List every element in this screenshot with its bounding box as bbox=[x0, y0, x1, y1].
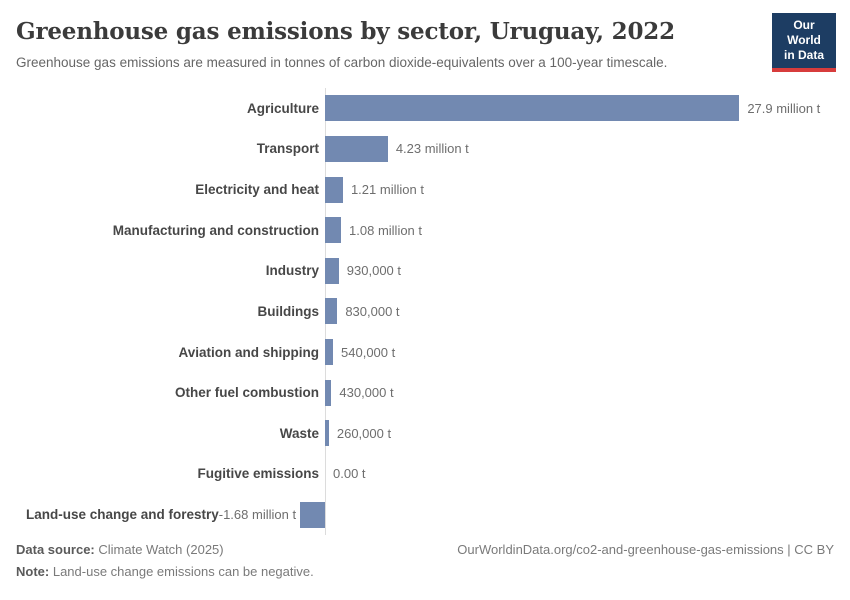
bar-row: Waste 260,000 t bbox=[0, 413, 850, 454]
logo-line-2: in Data bbox=[783, 48, 824, 62]
attribution-link[interactable]: OurWorldinData.org/co2-and-greenhouse-ga… bbox=[457, 542, 834, 557]
bar bbox=[325, 420, 329, 447]
page-title: Greenhouse gas emissions by sector, Urug… bbox=[16, 18, 675, 45]
category-label: Other fuel combustion bbox=[174, 385, 319, 401]
value-label: 4.23 million t bbox=[395, 141, 469, 157]
chart-header: Greenhouse gas emissions by sector, Urug… bbox=[0, 0, 850, 70]
chart-note: Note: Land-use change emissions can be n… bbox=[16, 564, 834, 579]
category-label: Land-use change and forestry bbox=[25, 507, 219, 523]
bar-row: Agriculture 27.9 million t bbox=[0, 88, 850, 129]
value-label: 1.08 million t bbox=[349, 222, 423, 238]
data-source-value: Climate Watch (2025) bbox=[98, 542, 224, 557]
bar bbox=[325, 176, 343, 203]
value-label: 540,000 t bbox=[341, 344, 396, 360]
value-label: 430,000 t bbox=[339, 385, 394, 401]
owid-logo[interactable]: Our World in Data bbox=[772, 13, 836, 72]
category-label: Electricity and heat bbox=[195, 182, 319, 198]
bar-row: Manufacturing and construction 1.08 milli… bbox=[0, 210, 850, 251]
bar-row: Buildings 830,000 t bbox=[0, 291, 850, 332]
value-label: 0.00 t bbox=[333, 466, 366, 482]
value-label: -1.68 million t bbox=[218, 507, 297, 523]
category-label: Agriculture bbox=[246, 100, 319, 116]
bar bbox=[325, 135, 388, 162]
bar-chart: Agriculture 27.9 million t Transport 4.23 m… bbox=[0, 88, 850, 535]
data-source-label: Data source: bbox=[16, 542, 95, 557]
bar bbox=[325, 95, 740, 122]
category-label: Manufacturing and construction bbox=[112, 222, 319, 238]
category-label: Aviation and shipping bbox=[178, 344, 320, 360]
logo-line-1: Our World bbox=[787, 18, 821, 47]
bar bbox=[325, 257, 339, 284]
note-label: Note: bbox=[16, 564, 50, 579]
category-label: Waste bbox=[279, 425, 319, 441]
category-label: Transport bbox=[256, 141, 319, 157]
value-label: 930,000 t bbox=[346, 263, 402, 279]
value-label: 27.9 million t bbox=[747, 100, 821, 116]
bar-row: Other fuel combustion 430,000 t bbox=[0, 372, 850, 413]
bar-row: Land-use change and forestry -1.68 millio… bbox=[0, 494, 850, 535]
bar-row: Aviation and shipping 540,000 t bbox=[0, 332, 850, 373]
bar-row: Transport 4.23 million t bbox=[0, 129, 850, 170]
bar bbox=[300, 501, 325, 528]
value-label: 260,000 t bbox=[336, 425, 392, 441]
data-source: Data source: Climate Watch (2025) bbox=[16, 542, 224, 557]
note-value: Land-use change emissions can be negativ… bbox=[52, 564, 314, 579]
chart-subtitle: Greenhouse gas emissions are measured in… bbox=[16, 55, 668, 70]
bar-row: Electricity and heat 1.21 million t bbox=[0, 169, 850, 210]
bar bbox=[325, 217, 342, 244]
bar-row: Fugitive emissions 0.00 t bbox=[0, 454, 850, 495]
value-label: 1.21 million t bbox=[350, 182, 424, 198]
bar-row: Industry 930,000 t bbox=[0, 251, 850, 292]
bar bbox=[325, 298, 338, 325]
category-label: Buildings bbox=[257, 303, 320, 319]
bar-rows: Agriculture 27.9 million t Transport 4.23 m… bbox=[0, 88, 850, 535]
bar bbox=[325, 339, 334, 366]
category-label: Fugitive emissions bbox=[197, 466, 319, 482]
value-label: 830,000 t bbox=[345, 303, 400, 319]
category-label: Industry bbox=[265, 263, 319, 279]
chart-footer: Data source: Climate Watch (2025) OurWor… bbox=[16, 542, 834, 579]
bar bbox=[325, 379, 332, 406]
